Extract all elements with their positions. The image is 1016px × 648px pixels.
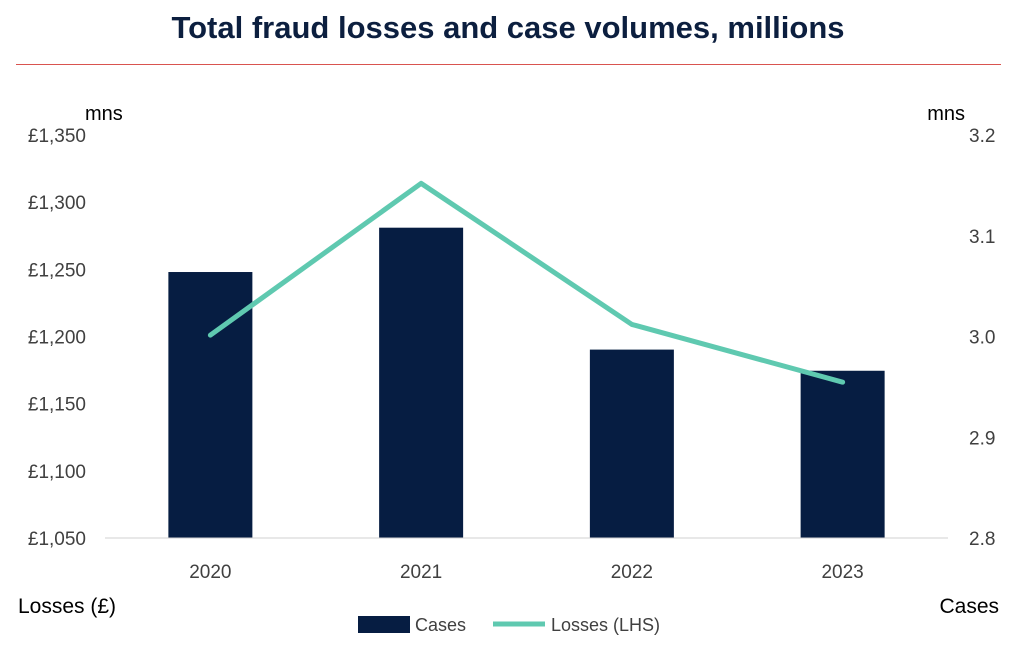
left-tick-label: £1,050 [28,529,86,550]
right-tick-label: 2.8 [969,529,995,550]
title-divider [16,64,1001,65]
right-axis-title: Cases [939,595,999,618]
right-axis-ticks: 2.8 2.9 3.0 3.1 3.2 [969,126,995,550]
x-axis-ticks: 2020 2021 2022 2023 [189,562,864,583]
chart-title: Total fraud losses and case volumes, mil… [171,10,845,45]
right-tick-label: 3.1 [969,227,995,248]
x-tick-label: 2022 [611,562,653,583]
left-tick-label: £1,100 [28,462,86,483]
left-unit-label: mns [85,103,123,125]
bar-cases-2023 [800,370,885,538]
left-tick-label: £1,150 [28,395,86,416]
x-tick-label: 2020 [189,562,231,583]
left-tick-label: £1,250 [28,260,86,281]
left-axis-title: Losses (£) [18,595,116,618]
legend-swatch-cases [358,616,410,633]
left-axis-ticks: £1,050 £1,100 £1,150 £1,200 £1,250 £1,300 £1,3… [28,126,86,550]
legend: Cases Losses (LHS) [358,615,660,635]
right-unit-label: mns [927,103,965,125]
bar-cases-2021 [379,227,464,538]
line-series-group [207,180,846,385]
left-tick-label: £1,200 [28,328,86,349]
x-tick-label: 2023 [821,562,863,583]
right-tick-label: 3.0 [969,328,995,349]
legend-label-losses: Losses (LHS) [551,615,660,635]
bars-group [168,227,885,538]
line-losses [207,180,846,385]
bar-cases-2022 [589,349,674,538]
left-tick-label: £1,350 [28,126,86,147]
legend-label-cases: Cases [415,615,466,635]
left-tick-label: £1,300 [28,193,86,214]
x-tick-label: 2021 [400,562,442,583]
right-tick-label: 3.2 [969,126,995,147]
right-tick-label: 2.9 [969,428,995,449]
